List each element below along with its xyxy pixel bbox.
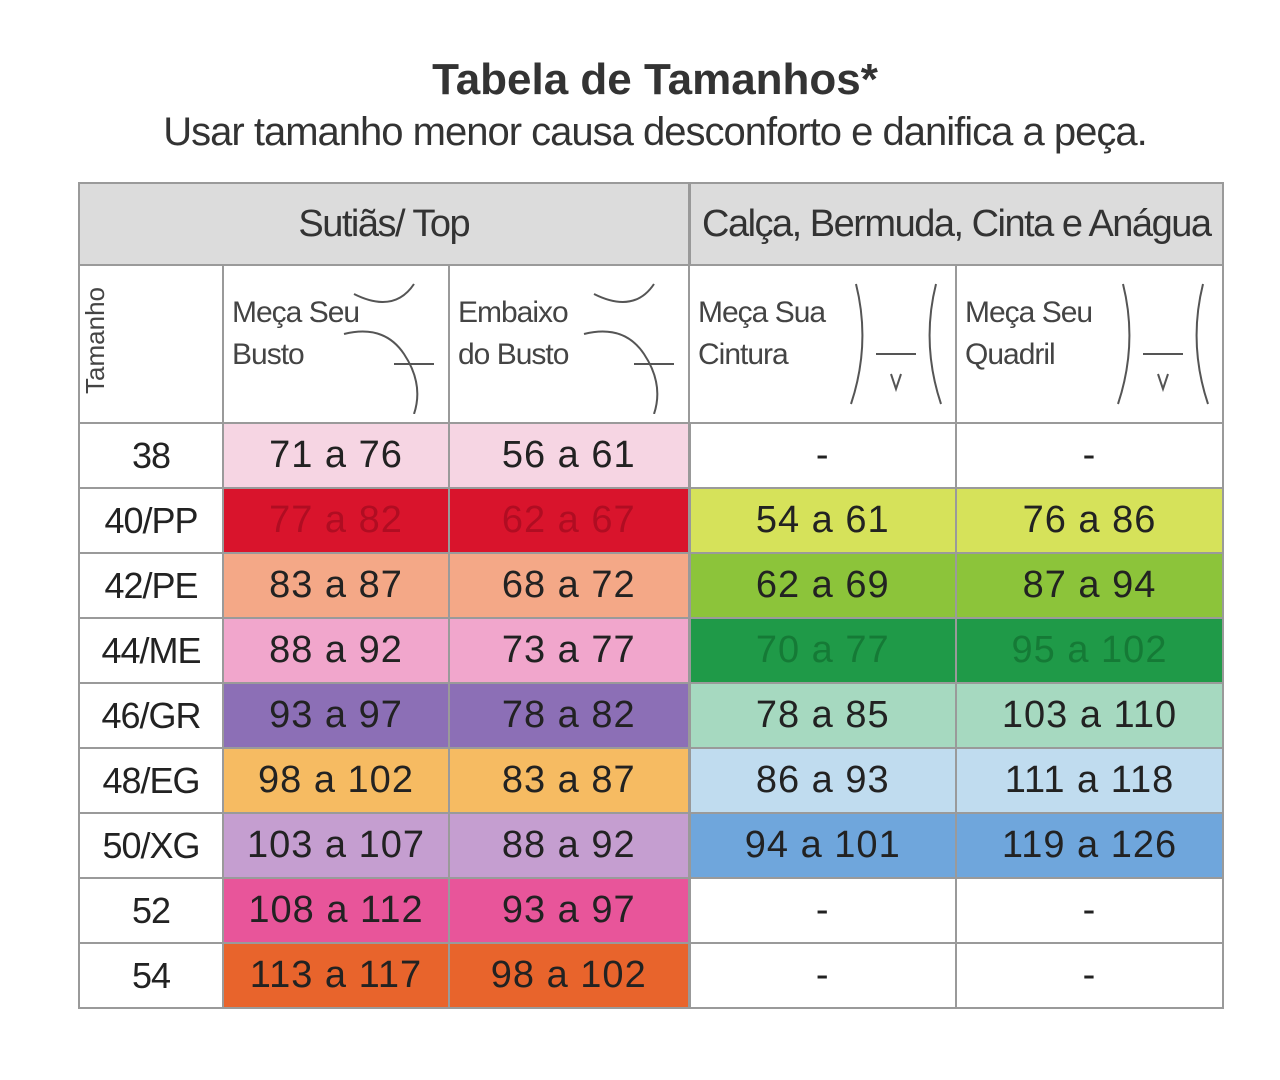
measure-cell: 103 a 110 — [955, 682, 1224, 749]
illustration — [343, 283, 434, 414]
column-header-line: do Busto — [458, 338, 569, 371]
measure-cell: - — [955, 877, 1224, 944]
measure-cell: 93 a 97 — [448, 877, 691, 944]
column-header-row: Tamanho Meça Seu Busto Embaixo do Busto Meça … — [78, 264, 1224, 424]
column-header-line: Meça Seu — [232, 296, 360, 329]
measure-cell: 88 a 92 — [222, 617, 450, 684]
group-header: Calça, Bermuda, Cinta e Anágua — [688, 182, 1224, 266]
measure-cell: 113 a 117 — [222, 942, 450, 1009]
measure-cell: 119 a 126 — [955, 812, 1224, 879]
measure-cell: 94 a 101 — [688, 812, 957, 879]
measure-cell: 88 a 92 — [448, 812, 691, 879]
illustration — [583, 283, 674, 414]
measure-cell: - — [955, 422, 1224, 489]
measure-cell: 93 a 97 — [222, 682, 450, 749]
column-header-line: Meça Seu — [965, 296, 1093, 329]
measure-cell: 83 a 87 — [222, 552, 450, 619]
measure-cell: 70 a 77 — [688, 617, 957, 684]
row: 54 113 a 117 98 a 102- - — [78, 942, 1224, 1009]
size-cell: 40/PP — [78, 487, 224, 554]
column-header-text: Meça Sua Cintura — [690, 292, 955, 376]
column-header-text: Embaixo do Busto — [450, 292, 688, 376]
column-header-text: Meça Seu Busto — [224, 292, 448, 376]
measure-cell: 108 a 112 — [222, 877, 450, 944]
column-header-line: Cintura — [698, 338, 789, 371]
size-header-cell: Tamanho — [78, 264, 224, 424]
measure-cell: 95 a 102 — [955, 617, 1224, 684]
row: 50/XG 103 a 107 88 a 92 94 a 101 119 a 126 — [78, 812, 1224, 879]
measure-cell: 86 a 93 — [688, 747, 957, 814]
subtitle: Usar tamanho menor causa desconforto e d… — [163, 110, 1147, 154]
measure-cell: 78 a 82 — [448, 682, 691, 749]
size-header: Tamanho — [80, 286, 110, 394]
column-header-line: Meça Sua — [698, 296, 826, 329]
column-header: Meça Seu Busto — [222, 264, 450, 424]
measure-cell: 62 a 69 — [688, 552, 957, 619]
column-header-line: Embaixo — [458, 296, 569, 329]
title: Tabela de Tamanhos* — [432, 55, 878, 104]
measure-cell: 73 a 77 — [448, 617, 691, 684]
size-cell: 44/ME — [78, 617, 224, 684]
size-table: Sutiãs/ Top Calça, Bermuda, Cinta e Anágu… — [78, 182, 1224, 1009]
measure-cell: 87 a 94 — [955, 552, 1224, 619]
illustration — [850, 283, 942, 405]
measure-cell: 68 a 72 — [448, 552, 691, 619]
measure-cell: 56 a 61 — [448, 422, 691, 489]
column-header: Embaixo do Busto — [448, 264, 690, 424]
column-header: Meça Sua Cintura — [688, 264, 957, 424]
row: 42/PE 83 a 87 68 a 72 62 a 69 87 a 94 — [78, 552, 1224, 619]
measure-cell: 78 a 85 — [688, 682, 957, 749]
measure-cell: 62 a 67 — [448, 487, 691, 554]
measure-cell: - — [955, 942, 1224, 1009]
row: 46/GR 93 a 97 78 a 82 78 a 85 103 a 110 — [78, 682, 1224, 749]
column-header-line: Quadril — [965, 338, 1056, 371]
column-header: Meça Seu Quadril — [955, 264, 1224, 424]
size-cell: 50/XG — [78, 812, 224, 879]
group-row: Sutiãs/ Top Calça, Bermuda, Cinta e Anágu… — [78, 182, 1224, 266]
measure-cell: 111 a 118 — [955, 747, 1224, 814]
row: 40/PP 77 a 82 62 a 67 54 a 61 76 a 86 — [78, 487, 1224, 554]
row: 52 108 a 112 93 a 97- - — [78, 877, 1224, 944]
row: 38 71 a 76 56 a 61- - — [78, 422, 1224, 489]
size-cell: 38 — [78, 422, 224, 489]
measure-cell: 98 a 102 — [222, 747, 450, 814]
table-body: Sutiãs/ Top Calça, Bermuda, Cinta e Anágu… — [78, 182, 1224, 1009]
measure-cell: 83 a 87 — [448, 747, 691, 814]
measure-cell: 71 a 76 — [222, 422, 450, 489]
measure-cell: - — [688, 942, 957, 1009]
column-header-text: Meça Seu Quadril — [957, 292, 1222, 376]
size-cell: 52 — [78, 877, 224, 944]
illustration — [1117, 283, 1209, 405]
measure-cell: 54 a 61 — [688, 487, 957, 554]
measure-cell: - — [688, 422, 957, 489]
size-cell: 42/PE — [78, 552, 224, 619]
measure-cell: 98 a 102 — [448, 942, 691, 1009]
size-cell: 46/GR — [78, 682, 224, 749]
row: 48/EG 98 a 102 83 a 87 86 a 93 111 a 118 — [78, 747, 1224, 814]
measure-cell: 103 a 107 — [222, 812, 450, 879]
group-header: Sutiãs/ Top — [78, 182, 691, 266]
measure-cell: 76 a 86 — [955, 487, 1224, 554]
row: 44/ME 88 a 92 73 a 77 70 a 77 95 a 102 — [78, 617, 1224, 684]
size-cell: 54 — [78, 942, 224, 1009]
column-header-line: Busto — [232, 338, 305, 371]
measure-cell: - — [688, 877, 957, 944]
size-cell: 48/EG — [78, 747, 224, 814]
measure-cell: 77 a 82 — [222, 487, 450, 554]
